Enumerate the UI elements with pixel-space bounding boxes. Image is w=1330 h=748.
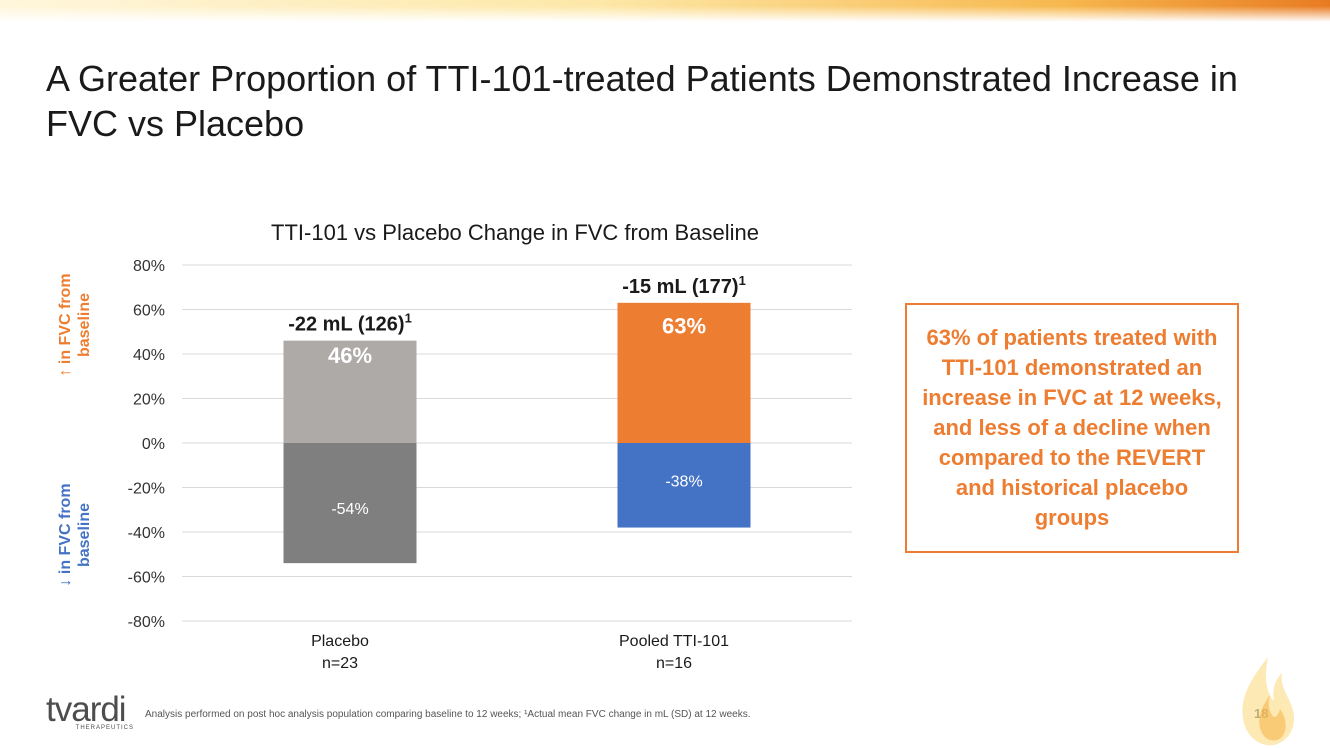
- slide-title: A Greater Proportion of TTI-101-treated …: [46, 58, 1238, 144]
- y-tick-label: -60%: [128, 570, 165, 587]
- bar-top-label-value: -15 mL (177): [622, 276, 738, 298]
- y-tick-label: -40%: [128, 525, 165, 542]
- bar-increase-label: 46%: [328, 343, 372, 368]
- logo-subtitle: THERAPEUTICS: [75, 725, 134, 731]
- x-category-n: n=23: [322, 655, 358, 672]
- x-category-label: Pooled TTI-101: [619, 633, 729, 650]
- y-tick-label: 0%: [142, 436, 165, 453]
- logo-wordmark: tvardi: [46, 690, 127, 729]
- callout-box: 63% of patients treated with TTI-101 dem…: [905, 303, 1239, 553]
- bar-decrease-label: -38%: [665, 473, 702, 490]
- bar-top-label: -15 mL (177)1: [622, 273, 746, 298]
- y-tick-label: 40%: [133, 347, 165, 364]
- bar-increase: [283, 340, 417, 443]
- y-tick-label: -20%: [128, 481, 165, 498]
- y-tick-label: -80%: [128, 614, 165, 631]
- bar-top-label-footnote: 1: [405, 311, 412, 326]
- bar-decrease-label: -54%: [331, 501, 368, 518]
- top-accent-fade: [0, 6, 1330, 22]
- bar-increase: [617, 302, 751, 443]
- x-category-n: n=16: [656, 655, 692, 672]
- flame-icon: [1242, 657, 1294, 746]
- chart-title: TTI-101 vs Placebo Change in FVC from Ba…: [271, 220, 759, 245]
- bar-increase-label: 63%: [662, 314, 706, 339]
- bar-top-label: -22 mL (126)1: [288, 311, 412, 336]
- footnote: Analysis performed on post hoc analysis …: [145, 709, 751, 720]
- tvardi-logo: tvardi THERAPEUTICS: [46, 692, 136, 736]
- bar-decrease: [617, 443, 751, 528]
- bar-decrease: [283, 443, 417, 564]
- y-tick-label: 80%: [133, 258, 165, 275]
- bar-top-label-footnote: 1: [739, 273, 746, 288]
- y-tick-label: 20%: [133, 392, 165, 409]
- x-category-label: Placebo: [311, 633, 369, 650]
- y-tick-label: 60%: [133, 303, 165, 320]
- bar-top-label-value: -22 mL (126): [288, 314, 404, 336]
